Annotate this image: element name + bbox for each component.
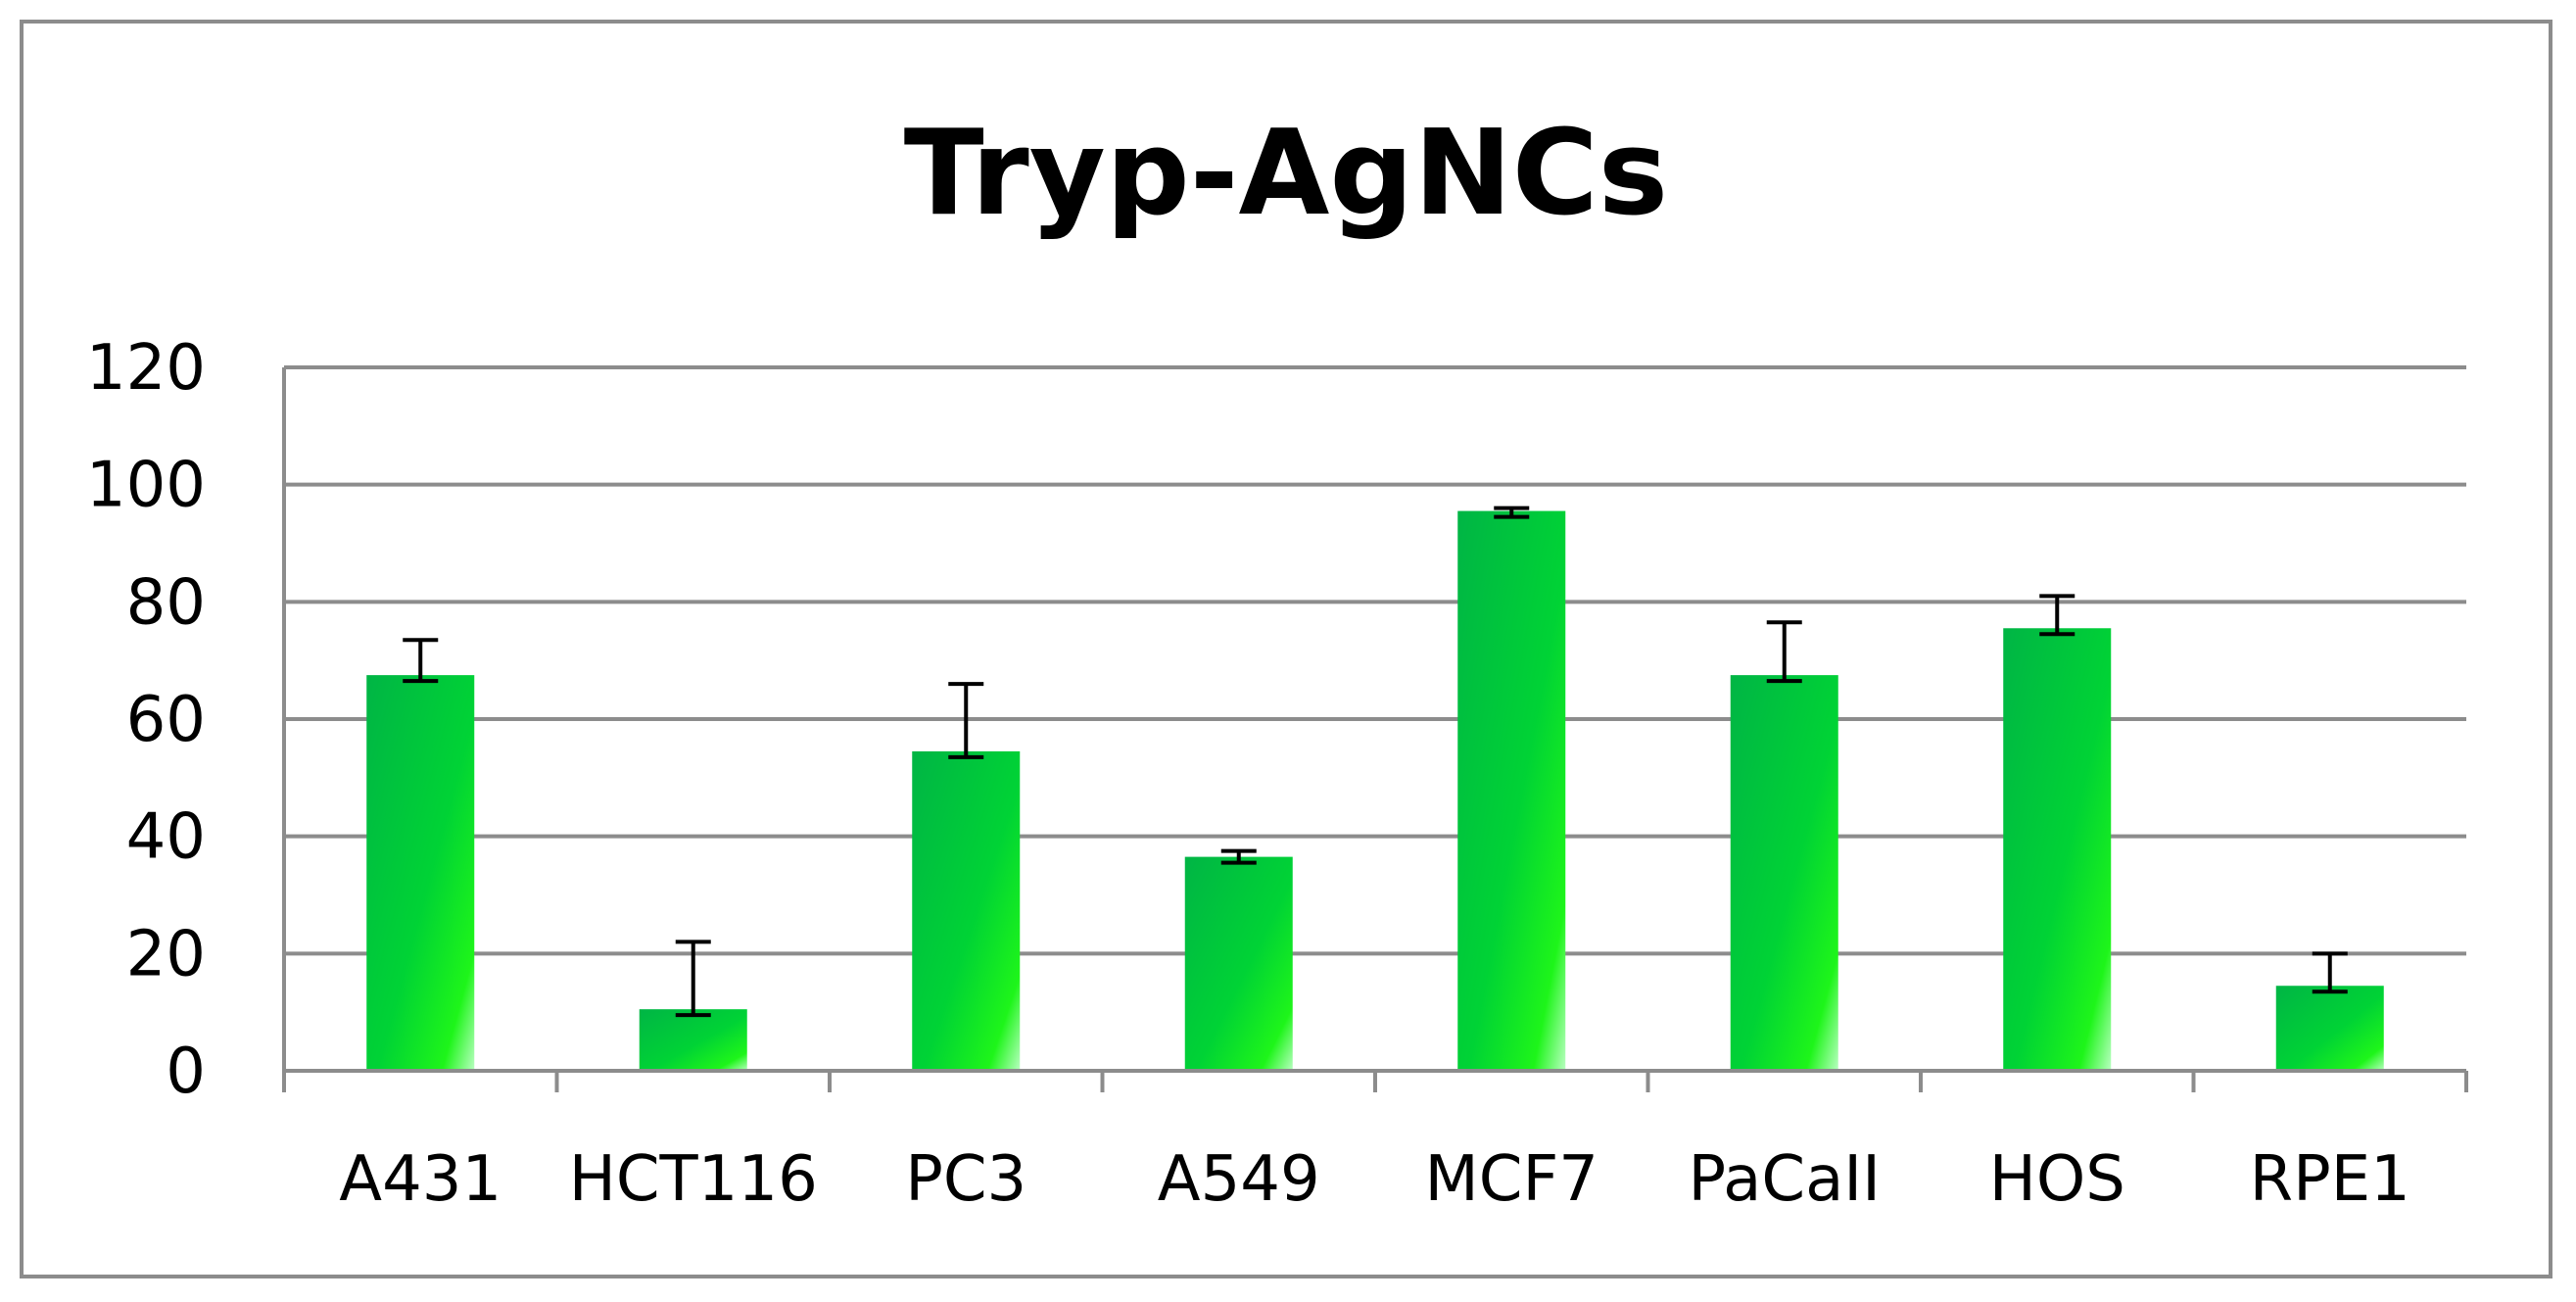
x-tick-label: A549	[1158, 1143, 1320, 1216]
bars	[366, 506, 2384, 1071]
chart-title: Tryp-AgNCs	[904, 106, 1668, 242]
x-tick-label: RPE1	[2250, 1143, 2410, 1216]
bar	[912, 750, 1021, 1071]
bar	[2003, 628, 2112, 1071]
bar	[639, 1009, 747, 1071]
y-tick-label: 60	[126, 684, 206, 756]
x-tick-label: MCF7	[1425, 1143, 1598, 1216]
x-tick-label: HCT116	[569, 1143, 818, 1216]
y-tick-label: 20	[126, 918, 206, 990]
bar	[2275, 986, 2384, 1071]
bar	[1730, 675, 1838, 1071]
bar	[1184, 856, 1293, 1071]
bar	[366, 675, 475, 1071]
y-tick-label: 80	[126, 566, 206, 639]
x-tick-label: PaCaII	[1688, 1143, 1881, 1216]
axes	[282, 367, 2468, 1092]
y-tick-label: 100	[86, 450, 206, 522]
y-tick-label: 40	[126, 801, 206, 874]
y-tick-label: 0	[166, 1036, 206, 1108]
tick-labels: 0 20 40 60 80 100 120 A431 HCT116 PC3 A549 MCF7 PaCa…	[86, 332, 2410, 1216]
x-tick-label: A431	[339, 1143, 501, 1216]
bar	[1457, 510, 1566, 1071]
x-tick-label: PC3	[905, 1143, 1026, 1216]
gridlines	[284, 365, 2466, 956]
x-tick-label: HOS	[1989, 1143, 2125, 1216]
y-tick-label: 120	[86, 332, 206, 405]
